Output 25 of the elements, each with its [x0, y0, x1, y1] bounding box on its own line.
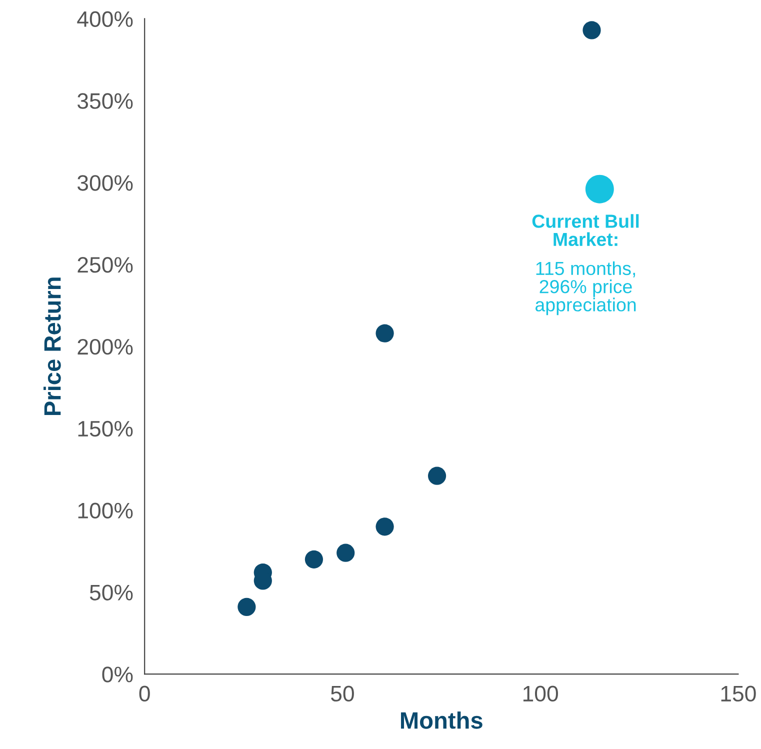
y-tick-label: 150% [78, 420, 133, 437]
x-tick-label: 0 [139, 686, 150, 702]
point [336, 544, 355, 562]
y-tick-label: 200% [78, 338, 133, 355]
point [582, 21, 601, 40]
annotation: Current Bull Market: [532, 214, 639, 246]
point [585, 174, 614, 204]
x-tick-label: 150 [721, 686, 756, 702]
y-tick-label: 350% [77, 93, 133, 109]
point [376, 324, 394, 342]
y-tick-label: 300% [77, 175, 133, 191]
y-tick-label: 250% [78, 257, 133, 273]
point [376, 518, 394, 536]
annotation: 115 months, 296% price appreciation [536, 261, 636, 316]
y-tick-label: 400% [77, 11, 133, 27]
x-axis-title: Months [401, 711, 482, 729]
y-tick-label: 0% [102, 666, 133, 682]
y-tick-label: 50% [90, 584, 133, 600]
x-tick-label: 100 [523, 686, 558, 702]
point [238, 598, 256, 616]
y-tick-label: 100% [78, 502, 133, 519]
point [304, 550, 324, 568]
x-tick-label: 50 [330, 686, 354, 702]
point [428, 466, 446, 485]
y-axis-title: Price Return [44, 278, 61, 416]
